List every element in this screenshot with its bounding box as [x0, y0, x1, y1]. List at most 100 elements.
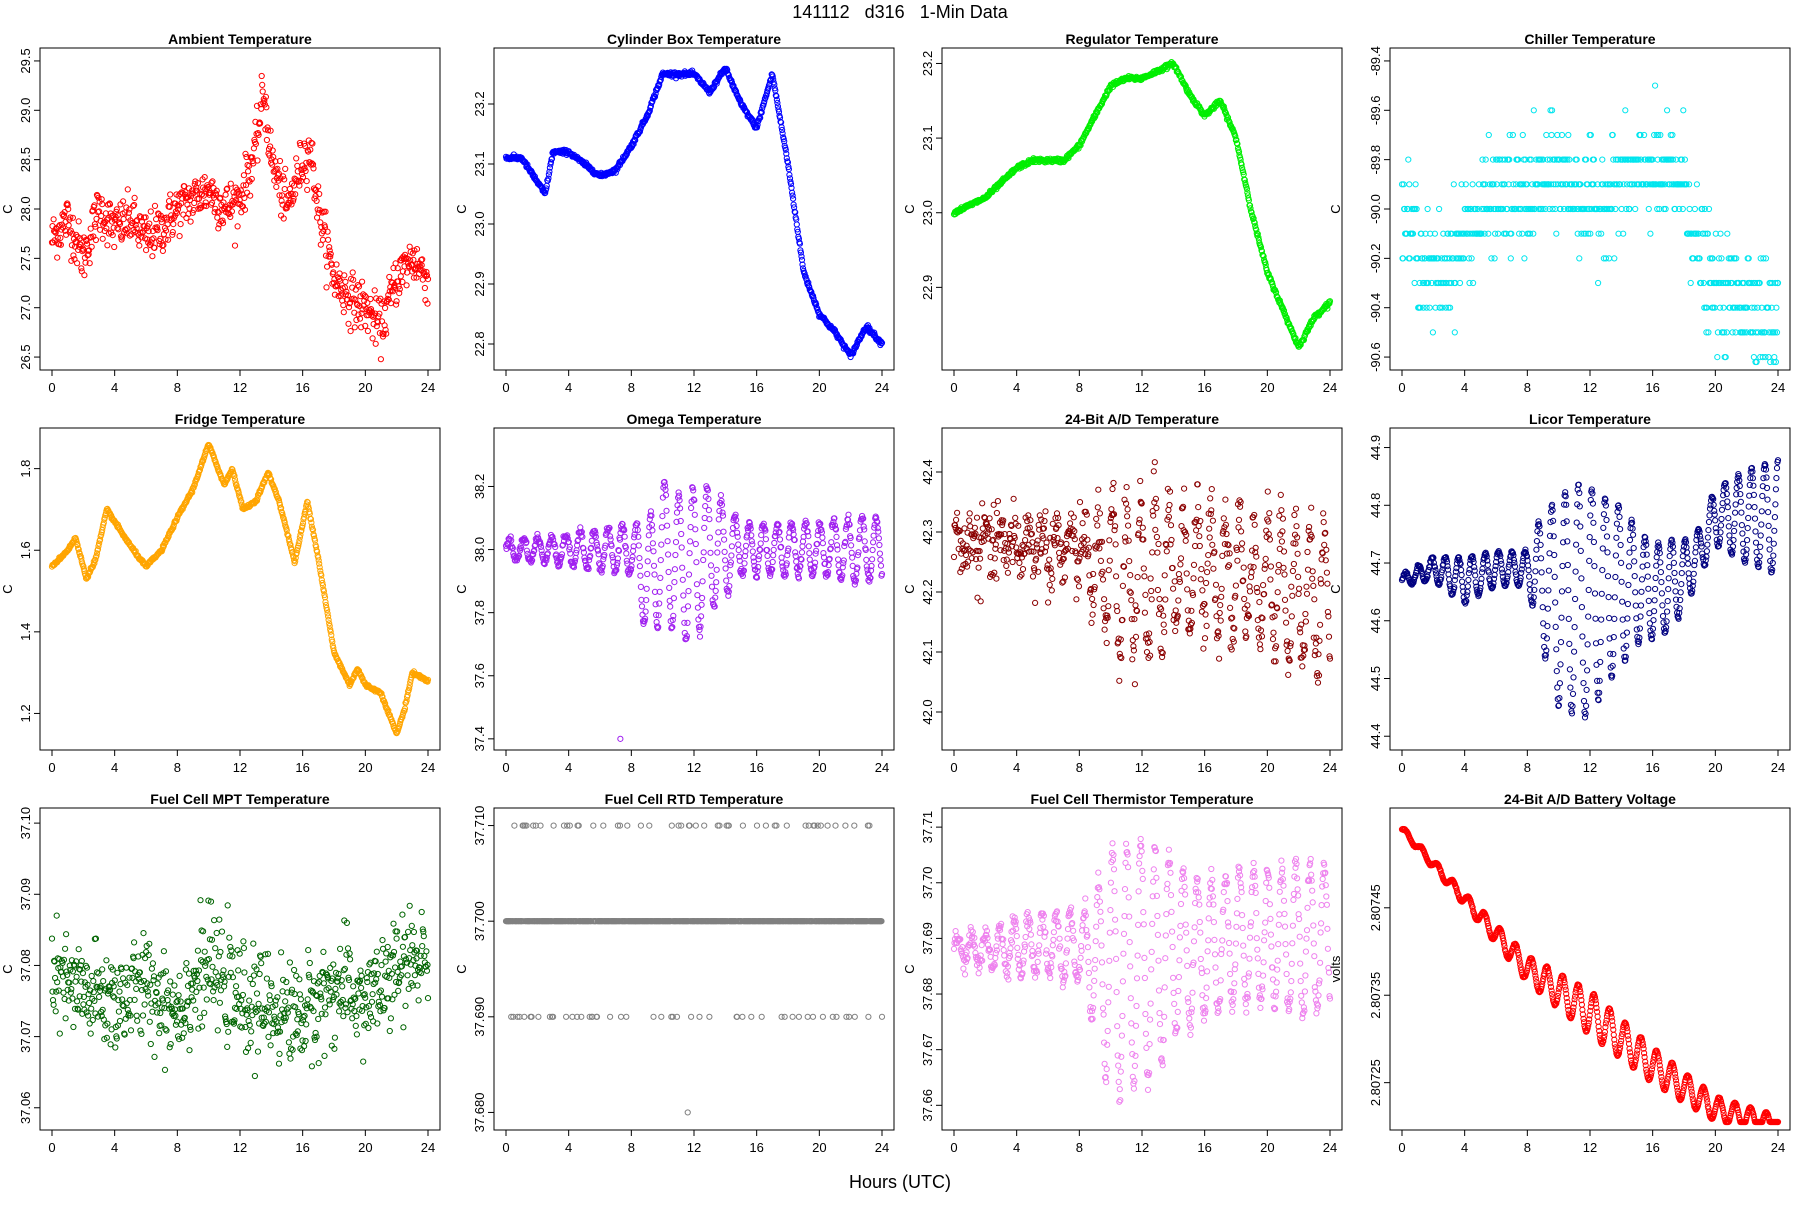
data-point	[1023, 538, 1028, 543]
data-point	[722, 537, 727, 542]
data-point	[1091, 602, 1096, 607]
x-tick-label: 12	[1135, 760, 1149, 775]
data-point	[876, 529, 881, 534]
data-point	[672, 580, 677, 585]
data-point	[1653, 83, 1658, 88]
y-tick-label: 27.0	[18, 295, 33, 320]
data-point	[152, 203, 157, 208]
data-point	[1596, 280, 1601, 285]
data-point	[717, 508, 722, 513]
plot-frame	[494, 48, 894, 370]
data-point	[870, 557, 875, 562]
x-tick-label: 8	[1076, 380, 1083, 395]
x-tick-label: 20	[1260, 760, 1274, 775]
y-tick-label: 37.4	[472, 726, 487, 751]
data-point	[699, 602, 704, 607]
x-tick-label: 8	[628, 760, 635, 775]
data-point	[653, 602, 658, 607]
x-tick-label: 16	[1197, 380, 1211, 395]
x-tick-label: 12	[233, 380, 247, 395]
data-point	[1090, 596, 1095, 601]
data-point	[343, 279, 348, 284]
x-tick-label: 20	[358, 380, 372, 395]
y-tick-label: -89.4	[1368, 46, 1383, 76]
x-tick-label: 12	[1135, 380, 1149, 395]
data-point	[1191, 576, 1196, 581]
y-tick-label: 23.0	[472, 211, 487, 236]
y-tick-label: -89.8	[1368, 145, 1383, 175]
data-point	[685, 620, 690, 625]
data-point	[680, 565, 685, 570]
data-point	[188, 219, 193, 224]
data-point	[716, 530, 721, 535]
data-point	[720, 513, 725, 518]
data-point	[1150, 550, 1155, 555]
data-point	[697, 634, 702, 639]
data-point	[1135, 575, 1140, 580]
data-point	[1109, 507, 1114, 512]
data-point	[646, 546, 651, 551]
x-tick-label: 12	[687, 380, 701, 395]
panel-title: 24-Bit A/D Temperature	[1065, 411, 1219, 427]
data-point	[638, 573, 643, 578]
data-point	[1010, 559, 1015, 564]
data-point	[1612, 256, 1617, 261]
y-tick-label: 23.1	[472, 151, 487, 176]
y-tick-label: 42.0	[920, 699, 935, 724]
data-point	[1071, 515, 1076, 520]
data-point	[1130, 657, 1135, 662]
y-tick-label: 23.1	[920, 125, 935, 150]
data-point	[1191, 562, 1196, 567]
data-point	[1549, 132, 1554, 137]
data-point	[235, 224, 240, 229]
data-point	[1028, 518, 1033, 523]
data-point	[1074, 597, 1079, 602]
data-point	[980, 526, 985, 531]
data-point	[686, 572, 691, 577]
data-point	[1102, 627, 1107, 632]
data-point	[862, 539, 867, 544]
data-point	[1107, 538, 1112, 543]
data-point	[1076, 584, 1081, 589]
data-point	[1166, 507, 1171, 512]
data-point	[1486, 231, 1491, 236]
data-point	[320, 237, 325, 242]
data-point	[1047, 557, 1052, 562]
data-point	[1665, 108, 1670, 113]
panel-title: Cylinder Box Temperature	[607, 31, 781, 47]
data-point	[1114, 574, 1119, 579]
data-point	[638, 584, 643, 589]
data-point	[972, 525, 977, 530]
data-point	[681, 593, 686, 598]
data-point	[1133, 634, 1138, 639]
data-point	[864, 557, 869, 562]
data-point	[1470, 182, 1475, 187]
data-point	[794, 222, 799, 227]
data-point	[665, 523, 670, 528]
data-point	[706, 508, 711, 513]
data-point	[1486, 132, 1491, 137]
y-axis-label: C	[0, 204, 15, 213]
data-point	[1106, 604, 1111, 609]
data-point	[820, 535, 825, 540]
data-point	[707, 517, 712, 522]
data-point	[144, 248, 149, 253]
data-point	[1483, 157, 1488, 162]
data-point	[1471, 280, 1476, 285]
data-point	[407, 244, 412, 249]
data-point	[1153, 527, 1158, 532]
data-point	[1043, 509, 1048, 514]
data-point	[1128, 590, 1133, 595]
data-point	[1049, 571, 1054, 576]
data-point	[1687, 206, 1692, 211]
data-point	[383, 305, 388, 310]
data-point	[758, 541, 763, 546]
data-point	[370, 336, 375, 341]
data-point	[248, 193, 253, 198]
data-point	[324, 285, 329, 290]
